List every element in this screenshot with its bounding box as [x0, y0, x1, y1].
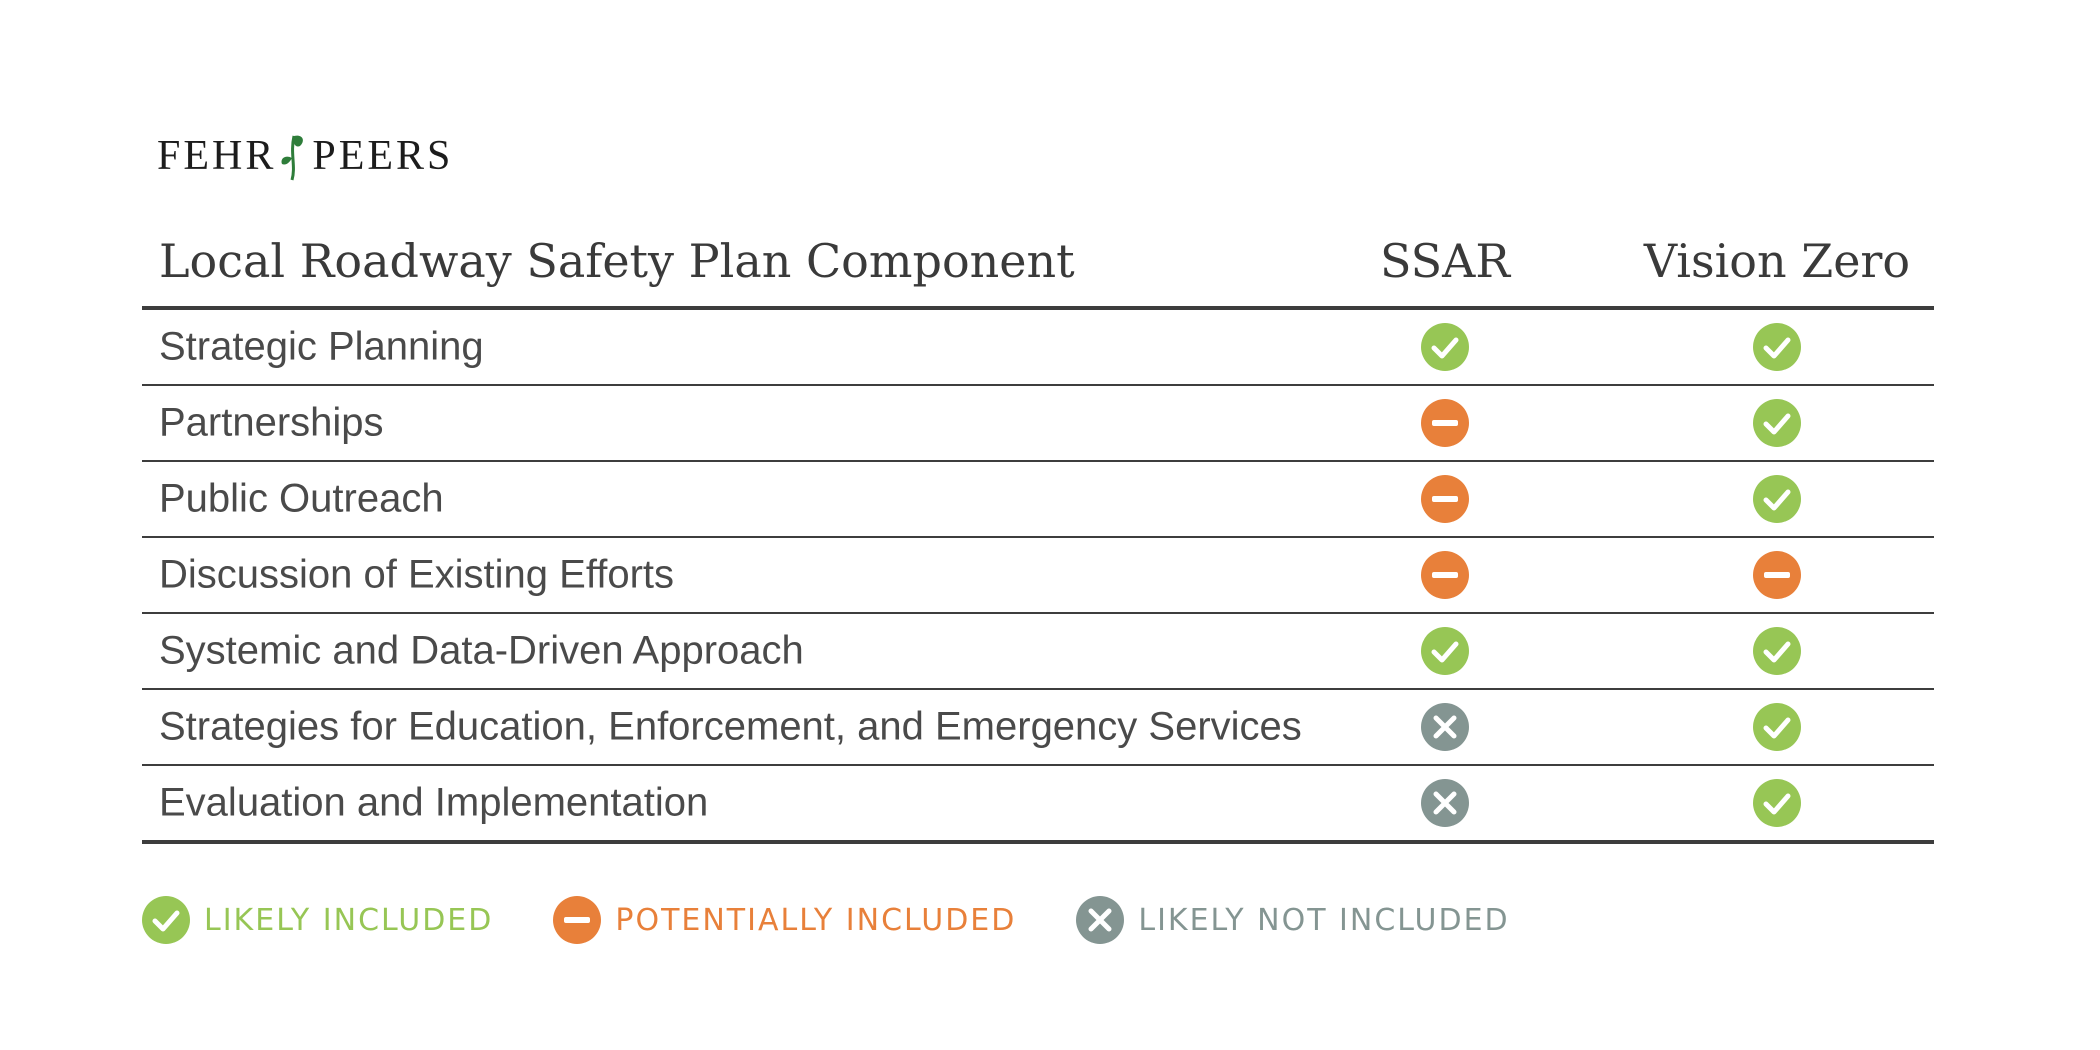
- vision-zero-status: [1753, 627, 1801, 675]
- table-row: Strategic Planning: [142, 310, 1934, 386]
- check-circle-icon: [1421, 323, 1469, 371]
- table-row: Strategies for Education, Enforcement, a…: [142, 690, 1934, 766]
- vision-zero-status: [1753, 703, 1801, 751]
- table-row: Partnerships: [142, 386, 1934, 462]
- minus-circle-icon: [1753, 551, 1801, 599]
- ssar-status: [1421, 627, 1469, 675]
- table-row: Evaluation and Implementation: [142, 766, 1934, 844]
- row-label: Strategic Planning: [159, 324, 484, 369]
- table-row: Public Outreach: [142, 462, 1934, 538]
- vision-zero-status: [1753, 551, 1801, 599]
- table-row: Systemic and Data-Driven Approach: [142, 614, 1934, 690]
- check-circle-icon: [1753, 703, 1801, 751]
- row-label: Systemic and Data-Driven Approach: [159, 628, 804, 673]
- fehr-peers-logo: FEHR PEERS: [157, 128, 453, 184]
- row-label: Partnerships: [159, 400, 384, 445]
- x-circle-icon: [1421, 779, 1469, 827]
- row-label: Discussion of Existing Efforts: [159, 552, 675, 597]
- comparison-table: Local Roadway Safety Plan Component SSAR…: [142, 226, 1934, 844]
- vision-zero-status: [1753, 779, 1801, 827]
- logo-right-word: PEERS: [312, 133, 454, 179]
- x-circle-icon: [1076, 896, 1125, 944]
- legend-label: POTENTIALLY INCLUDED: [615, 902, 1017, 938]
- row-label: Public Outreach: [159, 476, 444, 521]
- row-label: Strategies for Education, Enforcement, a…: [159, 704, 1302, 749]
- legend-label: LIKELY INCLUDED: [204, 902, 494, 938]
- legend-label: LIKELY NOT INCLUDED: [1138, 902, 1510, 938]
- ssar-status: [1421, 323, 1469, 371]
- check-circle-icon: [1421, 627, 1469, 675]
- legend: LIKELY INCLUDED POTENTIALLY INCLUDED LIKEL…: [142, 892, 1570, 948]
- vision-zero-status: [1753, 475, 1801, 523]
- minus-circle-icon: [553, 896, 602, 944]
- ssar-status: [1421, 703, 1469, 751]
- check-circle-icon: [1753, 399, 1801, 447]
- legend-item-potentially: POTENTIALLY INCLUDED: [553, 896, 1016, 944]
- ssar-status: [1421, 779, 1469, 827]
- header-component: Local Roadway Safety Plan Component: [159, 234, 1075, 288]
- check-circle-icon: [1753, 323, 1801, 371]
- leaf-icon: [281, 135, 304, 181]
- header-ssar: SSAR: [1379, 234, 1511, 288]
- x-circle-icon: [1421, 703, 1469, 751]
- check-circle-icon: [1753, 627, 1801, 675]
- ssar-status: [1421, 551, 1469, 599]
- check-circle-icon: [1753, 779, 1801, 827]
- legend-item-not: LIKELY NOT INCLUDED: [1076, 896, 1509, 944]
- check-circle-icon: [1753, 475, 1801, 523]
- minus-circle-icon: [1421, 475, 1469, 523]
- minus-circle-icon: [1421, 399, 1469, 447]
- table-row: Discussion of Existing Efforts: [142, 538, 1934, 614]
- check-circle-icon: [142, 896, 190, 944]
- ssar-status: [1421, 399, 1469, 447]
- ssar-status: [1421, 475, 1469, 523]
- table-header: Local Roadway Safety Plan Component SSAR…: [142, 226, 1934, 310]
- logo-left-word: FEHR: [157, 133, 277, 179]
- vision-zero-status: [1753, 323, 1801, 371]
- row-label: Evaluation and Implementation: [159, 780, 709, 825]
- legend-item-likely: LIKELY INCLUDED: [142, 896, 493, 944]
- header-vision-zero: Vision Zero: [1643, 234, 1911, 288]
- minus-circle-icon: [1421, 551, 1469, 599]
- vision-zero-status: [1753, 399, 1801, 447]
